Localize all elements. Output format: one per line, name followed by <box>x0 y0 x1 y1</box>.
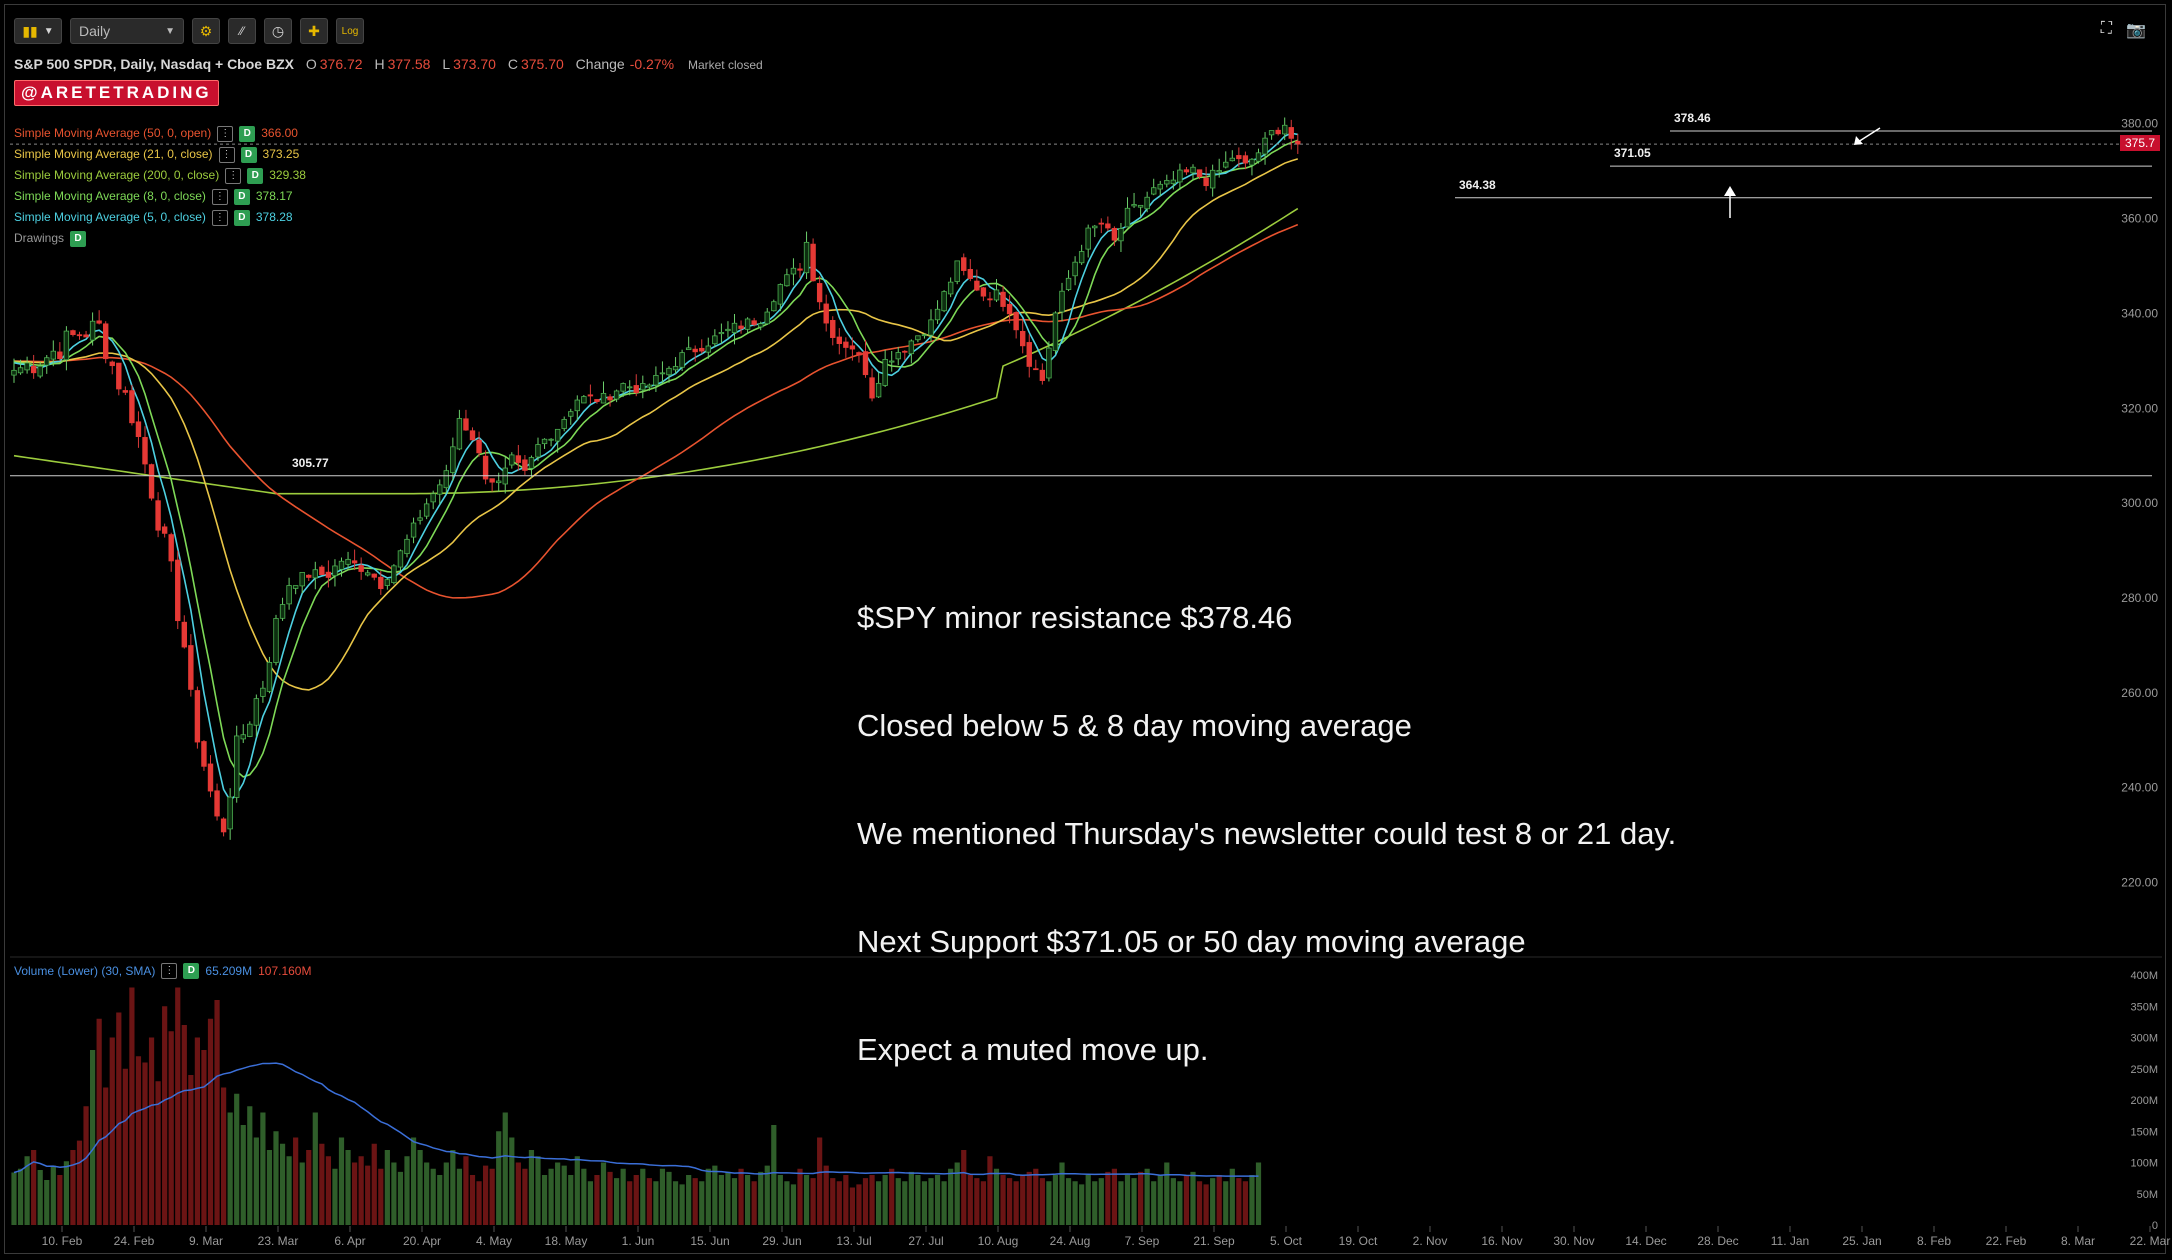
study-menu-icon[interactable]: ⋮ <box>211 209 228 226</box>
close-value: 375.70 <box>520 56 564 72</box>
study-value: 366.00 <box>261 126 298 140</box>
gear-icon: ⚙ <box>199 22 213 39</box>
study-label: Simple Moving Average (5, 0, close) <box>14 210 206 224</box>
snapshot-button[interactable]: 📷 <box>2126 20 2146 40</box>
annotation-line: Expect a muted move up. <box>857 1032 1209 1067</box>
drawing-tools-button[interactable]: ✚ <box>300 18 328 44</box>
annotation-line: $SPY minor resistance $378.46 <box>857 600 1293 635</box>
study-value: 378.17 <box>255 189 293 203</box>
study-label: Simple Moving Average (8, 0, close) <box>14 189 206 203</box>
last-price-tag: 375.7 <box>2119 135 2160 152</box>
study-badge: D <box>233 188 250 205</box>
chart-frame <box>4 4 2166 1254</box>
drawings-row[interactable]: Drawings D <box>14 228 306 249</box>
studies-icon: ⁄⁄ <box>239 24 244 38</box>
study-menu-icon[interactable]: ⋮ <box>218 146 235 163</box>
study-badge: D <box>247 167 264 184</box>
change-value: -0.27% <box>629 56 675 72</box>
settings-button[interactable]: ⚙ <box>192 18 220 44</box>
toolbar: ▮▮ ▼ Daily ▼ ⚙ ⁄⁄ ◷ ✚ Log <box>14 16 364 46</box>
studies-legend: Simple Moving Average (50, 0, open) ⋮ D 366… <box>14 123 306 249</box>
ohlc-values: O 376.72 H 377.58 L 373.70 C 375.70 Change -0… <box>298 56 678 72</box>
symbol-legend: S&P 500 SPDR, Daily, Nasdaq + Cboe BZX O… <box>14 56 763 72</box>
study-label: Simple Moving Average (200, 0, close) <box>14 168 220 182</box>
camera-icon: 📷 <box>2126 22 2146 39</box>
drawings-badge: D <box>70 230 87 247</box>
change-label: Change <box>575 56 625 72</box>
volume-legend: Volume (Lower) (30, SMA) ⋮ D 65.209M 107… <box>14 963 311 979</box>
log-scale-label: Log <box>341 25 359 37</box>
high-value: 377.58 <box>387 56 431 72</box>
fullscreen-icon: ⛶ <box>2100 20 2112 37</box>
chevron-down-icon: ▼ <box>165 25 175 37</box>
drawings-label: Drawings <box>14 231 65 245</box>
chevron-down-icon: ▼ <box>43 25 54 37</box>
study-row[interactable]: Simple Moving Average (21, 0, close) ⋮ D 37… <box>14 144 306 165</box>
interval-select[interactable]: Daily ▼ <box>70 18 184 44</box>
symbol-name: S&P 500 SPDR, Daily, Nasdaq + Cboe BZX <box>14 56 294 72</box>
volume-label: Volume (Lower) (30, SMA) <box>14 964 156 978</box>
study-row[interactable]: Simple Moving Average (200, 0, close) ⋮ D 3… <box>14 165 306 186</box>
study-label: Simple Moving Average (21, 0, close) <box>14 147 213 161</box>
volume-badge: D <box>183 963 200 979</box>
study-badge: D <box>233 209 250 226</box>
market-status: Market closed <box>687 58 763 72</box>
study-menu-icon[interactable]: ⋮ <box>225 167 242 184</box>
low-label: L <box>442 56 451 72</box>
annotation-line: We mentioned Thursday's newsletter could… <box>857 816 1677 851</box>
study-badge: D <box>239 125 256 142</box>
study-row[interactable]: Simple Moving Average (8, 0, close) ⋮ D 378… <box>14 186 306 207</box>
study-row[interactable]: Simple Moving Average (5, 0, close) ⋮ D 378… <box>14 207 306 228</box>
annotation-line: Closed below 5 & 8 day moving average <box>857 708 1412 743</box>
clock-icon: ◷ <box>271 22 285 39</box>
low-value: 373.70 <box>453 56 496 72</box>
brand-watermark: @ARETETRADING <box>14 80 219 106</box>
study-menu-icon[interactable]: ⋮ <box>217 125 234 142</box>
open-value: 376.72 <box>319 56 363 72</box>
interval-value: Daily <box>79 23 111 39</box>
studies-button[interactable]: ⁄⁄ <box>228 18 256 44</box>
close-label: C <box>507 56 518 72</box>
annotation-line: Next Support $371.05 or 50 day moving av… <box>857 924 1526 959</box>
volume-value-2: 107.160M <box>258 964 312 978</box>
high-label: H <box>374 56 385 72</box>
open-label: O <box>305 56 317 72</box>
chart-type-button[interactable]: ▮▮ ▼ <box>14 18 62 44</box>
drawing-tool-icon: ✚ <box>308 22 320 39</box>
study-badge: D <box>240 146 257 163</box>
log-scale-button[interactable]: Log <box>336 18 364 44</box>
study-value: 378.28 <box>255 210 293 224</box>
history-button[interactable]: ◷ <box>264 18 292 44</box>
study-value: 329.38 <box>269 168 306 182</box>
fullscreen-button[interactable]: ⛶ <box>2101 20 2112 38</box>
candlestick-icon: ▮▮ <box>22 22 38 39</box>
volume-menu-icon[interactable]: ⋮ <box>161 963 178 979</box>
study-menu-icon[interactable]: ⋮ <box>211 188 228 205</box>
annotation-text: $SPY minor resistance $378.46 Closed bel… <box>857 528 1676 1104</box>
study-value: 373.25 <box>262 147 300 161</box>
volume-value-1: 65.209M <box>205 964 253 978</box>
study-label: Simple Moving Average (50, 0, open) <box>14 126 212 140</box>
study-row[interactable]: Simple Moving Average (50, 0, open) ⋮ D 366… <box>14 123 306 144</box>
